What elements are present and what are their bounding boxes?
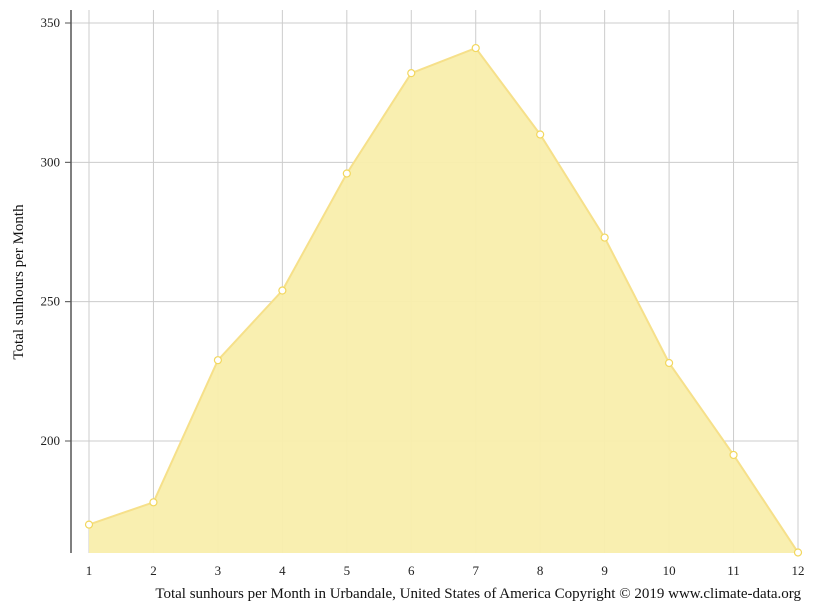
x-tick-label-12: 12	[792, 563, 805, 578]
x-tick-label-6: 6	[408, 563, 415, 578]
x-axis-ticks: 1 2 3 4 5 6 7 8 9 10 11 12	[86, 563, 805, 578]
sunhours-area	[89, 48, 798, 553]
data-markers	[84, 43, 803, 557]
x-tick-label-11: 11	[727, 563, 740, 578]
y-tick-label-250: 250	[41, 294, 61, 309]
y-tick-label-300: 300	[41, 154, 61, 169]
x-tick-label-7: 7	[472, 563, 479, 578]
x-tick-label-2: 2	[150, 563, 157, 578]
data-point-5	[342, 169, 351, 178]
data-point-1	[84, 520, 94, 529]
y-axis-ticks: 200 250 300 350	[41, 15, 71, 448]
data-point-12	[793, 548, 803, 557]
chart-caption: Total sunhours per Month in Urbandale, U…	[155, 586, 801, 602]
data-point-8	[536, 130, 545, 139]
data-point-7	[471, 43, 480, 53]
data-point-3	[213, 356, 223, 365]
data-point-6	[407, 69, 416, 78]
x-tick-label-9: 9	[601, 563, 608, 578]
x-tick-label-1: 1	[86, 563, 93, 578]
y-tick-label-200: 200	[41, 433, 61, 448]
x-tick-label-8: 8	[537, 563, 544, 578]
y-tick-label-350: 350	[41, 15, 61, 30]
sunhours-line	[88, 46, 799, 554]
x-tick-label-5: 5	[344, 563, 351, 578]
data-point-10	[664, 358, 674, 368]
x-tick-label-4: 4	[279, 563, 286, 578]
x-tick-label-3: 3	[215, 563, 222, 578]
data-point-11	[729, 450, 738, 460]
data-point-9	[600, 233, 609, 242]
data-point-2	[149, 498, 158, 507]
x-tick-label-10: 10	[663, 563, 676, 578]
y-axis-title: Total sunhours per Month	[11, 204, 27, 360]
data-point-4	[278, 286, 287, 295]
